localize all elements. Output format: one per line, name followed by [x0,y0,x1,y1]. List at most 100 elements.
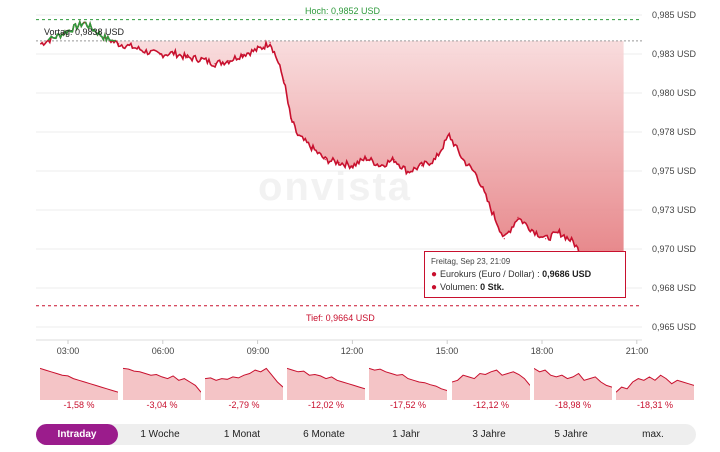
data-point [434,159,436,161]
data-point [352,165,354,167]
mini-chart-6-monate[interactable]: -12,02 % [287,362,365,416]
data-point [407,171,409,173]
mini-chart-5-jahre[interactable]: -18,98 % [534,362,612,416]
data-point [517,216,519,218]
price-line [40,19,625,285]
mini-chart-change: -17,52 % [389,400,427,410]
data-point [290,117,292,120]
mini-chart-line [534,367,612,388]
data-point [269,41,271,44]
loss-area-fill [40,40,624,283]
mini-chart-line [40,367,118,393]
x-tick-label: 03:00 [56,346,80,356]
series-dot-icon: ● [431,269,438,280]
data-point [131,46,133,48]
onvista-watermark: onvista [258,165,413,209]
data-point [476,174,478,176]
mini-chart-max[interactable]: -18,31 % [616,362,694,416]
mini-chart-change: -18,31 % [636,400,674,410]
data-point [558,232,561,234]
tooltip-volume-label: Volumen: [440,282,478,292]
mini-chart-area [534,368,612,400]
data-point [365,157,368,159]
data-point [572,241,574,243]
mini-chart-line [287,367,365,390]
data-point [104,37,106,39]
tab-3-jahre[interactable]: 3 Jahre [472,429,506,440]
data-point [214,63,216,65]
y-tick-label: 0,978 USD [651,127,696,137]
hover-tooltip: Freitag, Sep 23, 21:09 ● Eurokurs (Euro /… [424,251,626,298]
mini-chart-area [40,368,118,400]
y-tick-label: 0,973 USD [651,205,696,215]
mini-chart-line [452,369,530,386]
tab-1-monat[interactable]: 1 Monat [223,429,261,440]
mini-chart-area [452,370,530,400]
mini-chart-1-monat[interactable]: -2,79 % [205,362,283,416]
mini-chart-intraday[interactable]: -1,58 % [40,362,118,416]
data-point [228,60,230,62]
y-tick-label: 0,985 USD [651,10,696,20]
tab-1-woche[interactable]: 1 Woche [140,429,180,440]
intraday-chart[interactable]: onvista Hoch: 0,9852 USD Tief: 0,9664 US… [0,0,720,362]
data-point [186,57,189,59]
data-point [83,22,85,24]
data-point [145,50,147,53]
period-tabs: Intraday 1 Woche 1 Monat 6 Monate 1 Jahr… [36,424,696,445]
data-point [297,134,299,136]
x-tick-label: 15:00 [435,346,459,356]
x-tick-label: 18:00 [530,346,554,356]
mini-chart-line [616,374,694,393]
tooltip-price-label: Eurokurs (Euro / Dollar) : [440,269,540,279]
mini-chart-change: -1,58 % [63,400,95,410]
data-point [393,159,395,161]
x-tick-label: 09:00 [246,346,270,356]
data-point [118,43,120,45]
data-point [159,54,161,56]
mini-chart-line [369,367,447,391]
y-tick-label: 0,983 USD [651,49,696,59]
mini-chart-area [287,368,365,400]
price-chart-svg[interactable] [0,0,720,362]
y-tick-label: 0,968 USD [651,283,696,293]
data-point [255,49,257,51]
tooltip-volume-value: 0 Stk. [480,282,505,292]
mini-chart-change: -18,98 % [554,400,592,410]
mini-chart-change: -12,12 % [472,400,510,410]
data-point [200,58,202,60]
tab-max[interactable]: max. [642,429,664,440]
mini-chart-1-jahr[interactable]: -17,52 % [369,362,447,416]
data-point [276,58,278,60]
data-point [338,162,340,164]
data-point [324,159,326,161]
tooltip-row-volume: ● Volumen: 0 Stk. [431,281,619,294]
period-mini-charts: -1,58 % -3,04 % -2,79 % -12,02 % -17,52 … [34,362,696,416]
y-tick-label: 0,965 USD [651,322,696,332]
data-point [242,54,244,56]
mini-chart-3-jahre[interactable]: -12,12 % [452,362,530,416]
tab-5-jahre[interactable]: 5 Jahre [554,429,588,440]
series-dot-icon: ● [431,282,438,293]
data-point [462,159,464,161]
x-tick-label: 21:00 [625,346,649,356]
data-point [173,52,175,54]
mini-chart-area [205,368,283,400]
data-point [62,32,65,34]
tab-1-jahr[interactable]: 1 Jahr [392,429,420,440]
low-label: Tief: 0,9664 USD [306,313,375,323]
tab-intraday[interactable]: Intraday [36,424,118,445]
y-tick-label: 0,975 USD [651,166,696,176]
data-point [262,46,264,48]
y-tick-label: 0,970 USD [651,244,696,254]
mini-chart-change: -12,02 % [307,400,345,410]
mini-chart-1-woche[interactable]: -3,04 % [123,362,201,416]
mini-chart-line [123,367,201,393]
y-tick-label: 0,980 USD [651,88,696,98]
mini-chart-change: -2,79 % [228,400,260,410]
data-point [503,238,505,240]
data-point [283,79,285,81]
tooltip-time: Freitag, Sep 23, 21:09 [431,257,511,266]
data-point [545,238,547,240]
tab-6-monate[interactable]: 6 Monate [303,429,345,440]
mini-chart-area [123,368,201,400]
